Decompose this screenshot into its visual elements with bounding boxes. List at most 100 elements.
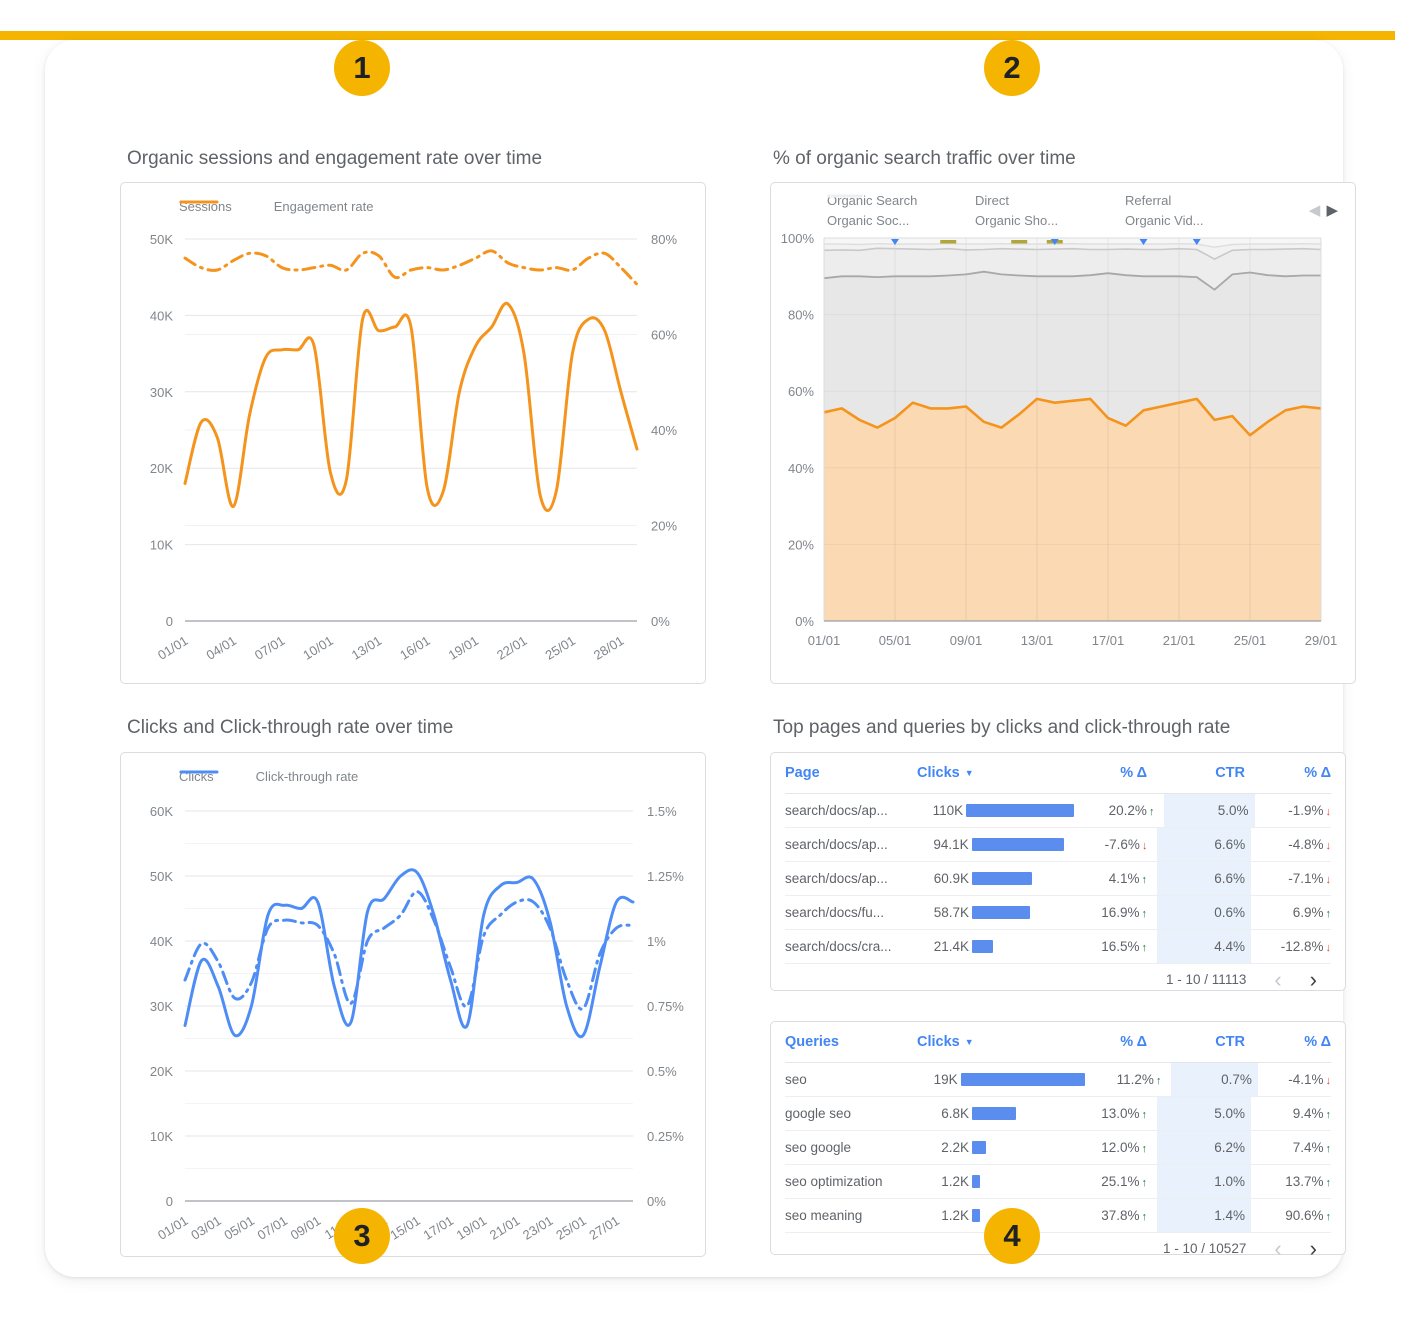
ctr-cell: 1.4% [1157,1199,1251,1232]
svg-text:1%: 1% [647,934,666,949]
ctr-cell: 6.6% [1157,862,1251,895]
svg-text:0.25%: 0.25% [647,1129,684,1144]
row-name: search/docs/ap... [785,837,888,852]
ctr-delta-cell: 9.4% ↑ [1292,1106,1331,1121]
next-page-button[interactable]: › [1309,966,1317,992]
column-header-clicks[interactable]: Clicks ▼ [917,1034,974,1050]
svg-text:20K: 20K [150,461,173,476]
svg-text:01/01: 01/01 [155,1213,191,1243]
row-name: seo google [785,1140,852,1155]
svg-text:50K: 50K [150,869,173,884]
svg-text:09/01: 09/01 [950,633,983,648]
svg-text:25/01: 25/01 [553,1213,589,1243]
clicks-bar [972,940,993,953]
svg-text:19/01: 19/01 [446,633,482,663]
clicks-delta-cell: 12.0% ↑ [1101,1140,1148,1155]
down-arrow-icon: ↓ [1325,840,1332,852]
chart-title-sessions: Organic sessions and engagement rate ove… [127,148,543,169]
legend-pager: ◀ ▶ [1309,201,1339,219]
legend-next-icon[interactable]: ▶ [1326,202,1339,219]
clicks-delta-cell: 11.2% ↑ [1116,1072,1162,1087]
clicks-bar [972,1141,986,1154]
annotation-badge-4: 4 [984,1208,1040,1264]
table-row: search/docs/ap... 94.1K -7.6% ↓ 6.6% -4.8% ↓ [785,828,1331,862]
clicks-delta-cell: 16.5% ↑ [1101,939,1147,954]
sessions-chart-panel: 0 10K 20K 30K 40K 50K 0% 20% 40% 60% 80% 01/01 04/01… [120,182,706,684]
svg-text:07/01: 07/01 [255,1213,291,1243]
clicks-bar [972,906,1030,919]
clicks-cell: 6.8K [917,1106,1063,1121]
table-row: seo google 2.2K 12.0% ↑ 6.2% 7.4% ↑ [785,1131,1331,1165]
svg-text:23/01: 23/01 [520,1213,556,1243]
up-arrow-icon: ↑ [1141,874,1148,886]
svg-text:07/01: 07/01 [252,633,288,663]
sort-desc-icon: ▼ [964,768,974,778]
row-name: search/docs/ap... [785,803,888,818]
table-row: seo meaning 1.2K 37.8% ↑ 1.4% 90.6% ↑ [785,1199,1331,1233]
up-arrow-icon: ↑ [1141,1177,1148,1189]
svg-text:01/01: 01/01 [808,633,841,648]
svg-text:0%: 0% [795,614,814,629]
clicks-cell: 60.9K [917,871,1063,886]
svg-text:20%: 20% [788,537,814,552]
clicks-bar [972,1209,980,1222]
column-header-clicks-delta[interactable]: % Δ [1120,1034,1147,1050]
pagination-range: 1 - 10 / 11113 [1166,972,1247,987]
dashboard-card: Organic sessions and engagement rate ove… [45,40,1356,1277]
column-header-clicks[interactable]: Clicks ▼ [917,765,974,781]
svg-text:0%: 0% [647,1194,666,1209]
svg-text:0.75%: 0.75% [647,999,684,1014]
column-header-queries[interactable]: Queries [785,1034,839,1050]
table-header-row: Queries Clicks ▼ % Δ CTR % Δ [785,1022,1331,1063]
row-name: seo optimization [785,1174,883,1189]
column-header-clicks-delta[interactable]: % Δ [1120,765,1147,781]
column-header-ctr-delta[interactable]: % Δ [1304,1034,1331,1050]
svg-text:17/01: 17/01 [1092,633,1125,648]
svg-text:22/01: 22/01 [494,633,530,663]
column-header-ctr[interactable]: CTR [1215,765,1245,781]
svg-text:20K: 20K [150,1064,173,1079]
svg-text:40%: 40% [788,461,814,476]
column-header-page[interactable]: Page [785,765,820,781]
clicks-cell: 19K [906,1072,1085,1087]
row-name: google seo [785,1106,852,1121]
svg-text:03/01: 03/01 [188,1213,224,1243]
column-header-ctr[interactable]: CTR [1215,1034,1245,1050]
queries-table-panel: Queries Clicks ▼ % Δ CTR % Δ seo 19K 11.2% ↑ 0.7% -… [770,1021,1346,1259]
clicks-cell: 1.2K [917,1208,1063,1223]
svg-text:27/01: 27/01 [586,1213,622,1243]
prev-page-button[interactable]: ‹ [1274,1235,1282,1261]
table-row: search/docs/ap... 110K 20.2% ↑ 5.0% -1.9% ↓ [785,794,1331,828]
svg-text:10K: 10K [150,1129,173,1144]
svg-text:60K: 60K [150,804,173,819]
legend-prev-icon[interactable]: ◀ [1308,202,1322,219]
clicks-bar [960,1073,1085,1086]
legend-item: Organic Sho... [827,194,1059,228]
legend-item: Organic Vid... [827,194,1204,228]
table-row: seo 19K 11.2% ↑ 0.7% -4.1% ↓ [785,1063,1331,1097]
ctr-delta-cell: -1.9% ↓ [1288,803,1331,818]
svg-text:09/01: 09/01 [288,1213,324,1243]
table-row: seo optimization 1.2K 25.1% ↑ 1.0% 13.7% ↑ [785,1165,1331,1199]
row-name: search/docs/ap... [785,871,888,886]
svg-text:21/01: 21/01 [487,1213,523,1243]
chart-title-clicks: Clicks and Click-through rate over time [127,717,454,738]
sessions-engagement-chart: 0 10K 20K 30K 40K 50K 0% 20% 40% 60% 80% 01/01 04/01… [150,232,678,663]
table-row: search/docs/fu... 58.7K 16.9% ↑ 0.6% 6.9% ↑ [785,896,1331,930]
svg-text:100%: 100% [781,231,815,246]
annotation-badge-1: 1 [334,40,390,96]
next-page-button[interactable]: › [1309,1235,1317,1261]
svg-text:40K: 40K [150,308,173,323]
prev-page-button[interactable]: ‹ [1274,966,1282,992]
row-name: search/docs/fu... [785,905,885,920]
clicks-delta-cell: -7.6% ↓ [1104,837,1148,852]
table-row: google seo 6.8K 13.0% ↑ 5.0% 9.4% ↑ [785,1097,1331,1131]
legend-item: Organic Soc... [827,194,910,228]
clicks-cell: 2.2K [917,1140,1063,1155]
clicks-delta-cell: 4.1% ↑ [1108,871,1148,886]
column-header-ctr-delta[interactable]: % Δ [1304,765,1331,781]
up-arrow-icon: ↑ [1141,1143,1148,1155]
tables-title: Top pages and queries by clicks and clic… [773,717,1231,738]
ctr-cell: 0.6% [1157,896,1251,929]
table-row: search/docs/cra... 21.4K 16.5% ↑ 4.4% -12.8% ↓ [785,930,1331,964]
